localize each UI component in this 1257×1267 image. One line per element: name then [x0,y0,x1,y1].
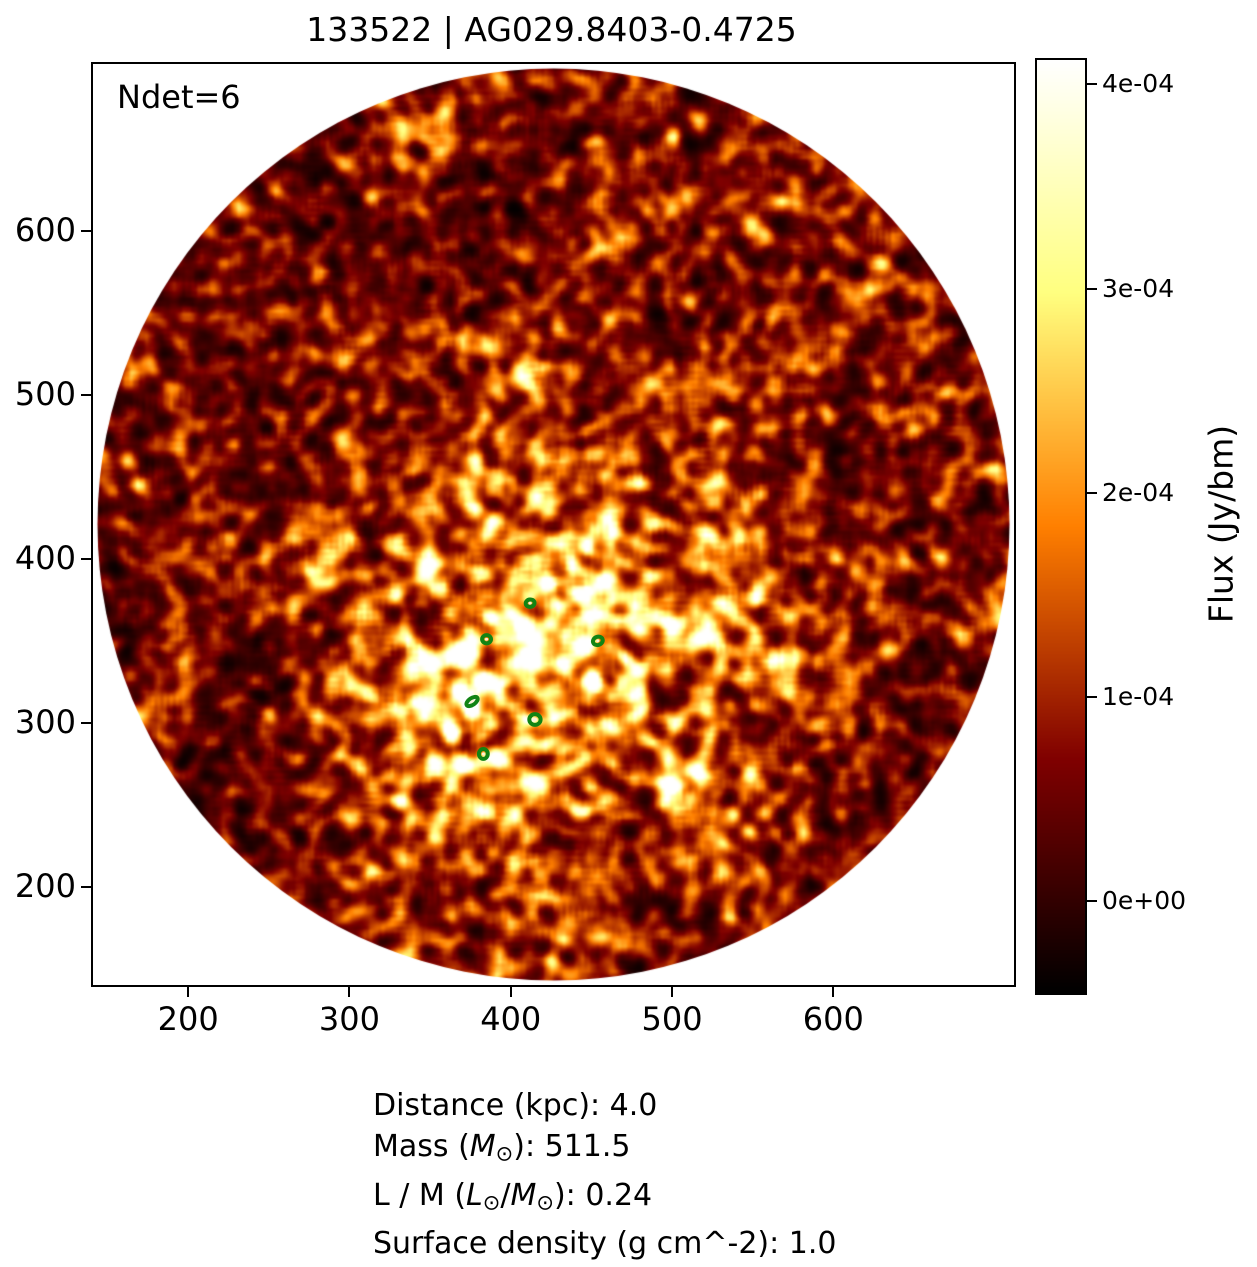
colorbar-tick [1087,287,1097,290]
x-axis-tick-label: 600 [802,1000,864,1038]
stats-text-segment: ⊙ [482,1190,501,1215]
stats-text-segment: ): 0.24 [553,1177,653,1213]
stats-text-segment: ⊙ [495,1141,514,1166]
figure-title: 133522 | AG029.8403-0.4725 [306,10,797,49]
stats-text-segment: ): 511.5 [513,1129,631,1164]
colorbar-tick-label: 2e-04 [1102,477,1175,507]
x-axis-tick-label: 400 [480,1000,542,1038]
colorbar-tick-label: 0e+00 [1102,886,1187,916]
y-axis-tick-label: 600 [14,211,76,250]
y-axis-tick [81,557,91,560]
main-axes: Ndet=6 [91,62,1016,987]
stats-text-segment: L / M ( [373,1177,467,1213]
stats-text-segment: Mass ( [373,1129,470,1164]
y-axis-tick [81,721,91,724]
y-axis-tick [81,230,91,233]
stats-text-segment: M [469,1129,496,1164]
stats-text-segment: / [500,1177,511,1213]
y-axis-tick-label: 300 [14,702,76,741]
colorbar-tick [1087,491,1097,494]
stats-block: Distance (kpc): 4.0 Mass (M⊙): 511.5 L / M… [373,1085,836,1264]
x-axis-tick [187,987,190,997]
x-axis-tick-label: 200 [157,1000,219,1038]
y-axis-tick [81,885,91,888]
stats-text-segment: ⊙ [536,1190,554,1215]
y-axis-tick-label: 500 [14,375,76,414]
ndet-annotation: Ndet=6 [117,78,241,116]
x-axis-tick-label: 500 [641,1000,703,1038]
y-axis-tick [81,394,91,397]
stats-line-2: Mass (M⊙): 511.5 [373,1126,836,1175]
y-axis-tick-label: 200 [14,866,76,905]
stats-line-1: Distance (kpc): 4.0 [373,1085,836,1126]
stats-line-3: L / M (L⊙/M⊙): 0.24 [373,1175,836,1224]
stats-line-4: Surface density (g cm^-2): 1.0 [373,1223,836,1264]
stats-text-segment: Surface density (g cm^-2): 1.0 [373,1226,837,1262]
colorbar-tick [1087,900,1097,903]
colorbar-axis-label: Flux (Jy/bm) [1201,424,1241,624]
stats-text-segment: M [510,1177,537,1213]
x-axis-tick [348,987,351,997]
y-axis-tick-label: 400 [14,538,76,577]
x-axis-tick [832,987,835,997]
stats-text-segment: L [466,1177,483,1213]
x-axis-tick [671,987,674,997]
sky-image-canvas [93,64,1014,985]
colorbar-tick-label: 4e-04 [1102,69,1175,99]
colorbar-tick-label: 3e-04 [1102,273,1175,303]
colorbar-gradient-canvas [1037,60,1085,993]
stats-text-segment: Distance (kpc): 4.0 [373,1088,658,1123]
colorbar-tick [1087,83,1097,86]
colorbar-tick-label: 1e-04 [1102,681,1175,711]
colorbar-tick [1087,695,1097,698]
colorbar [1035,58,1087,995]
x-axis-tick-label: 300 [318,1000,380,1038]
x-axis-tick [509,987,512,997]
